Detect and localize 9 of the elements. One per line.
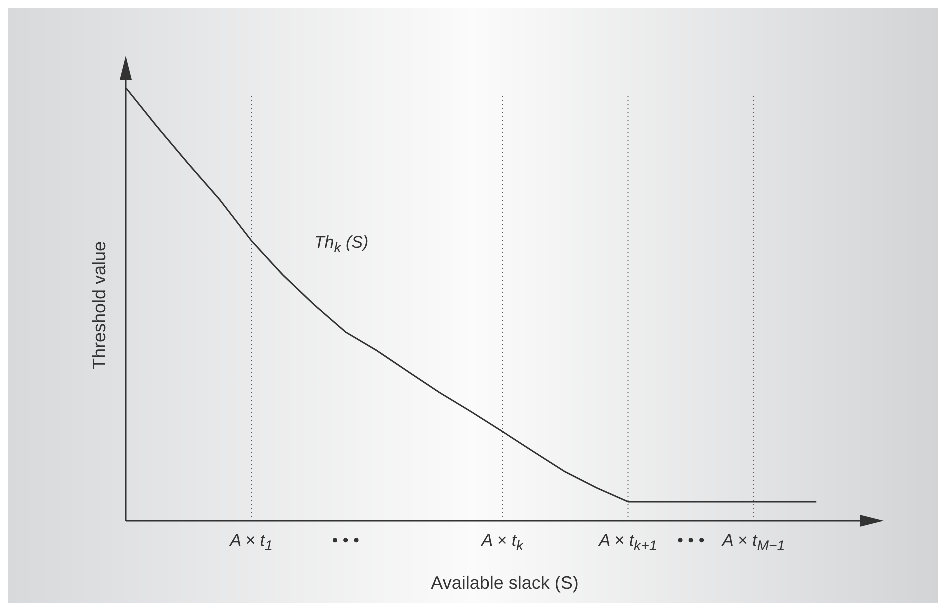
x-tick-label: A × t$_{1}$ <box>230 531 273 554</box>
x-tick-label: A × t$_{M−1}$ <box>722 531 786 554</box>
text: Th$_{k}$ (S) <box>314 232 369 256</box>
x-axis-title: Available slack (S) <box>431 573 579 594</box>
x-tick-label: • • • <box>332 531 360 551</box>
x-tick-label: • • • <box>677 531 705 551</box>
x-tick-label: A × t$_{k+1}$ <box>599 531 658 554</box>
x-tick-label: A × t$_{k}$ <box>482 531 524 554</box>
y-axis-title: Threshold value <box>90 240 110 370</box>
